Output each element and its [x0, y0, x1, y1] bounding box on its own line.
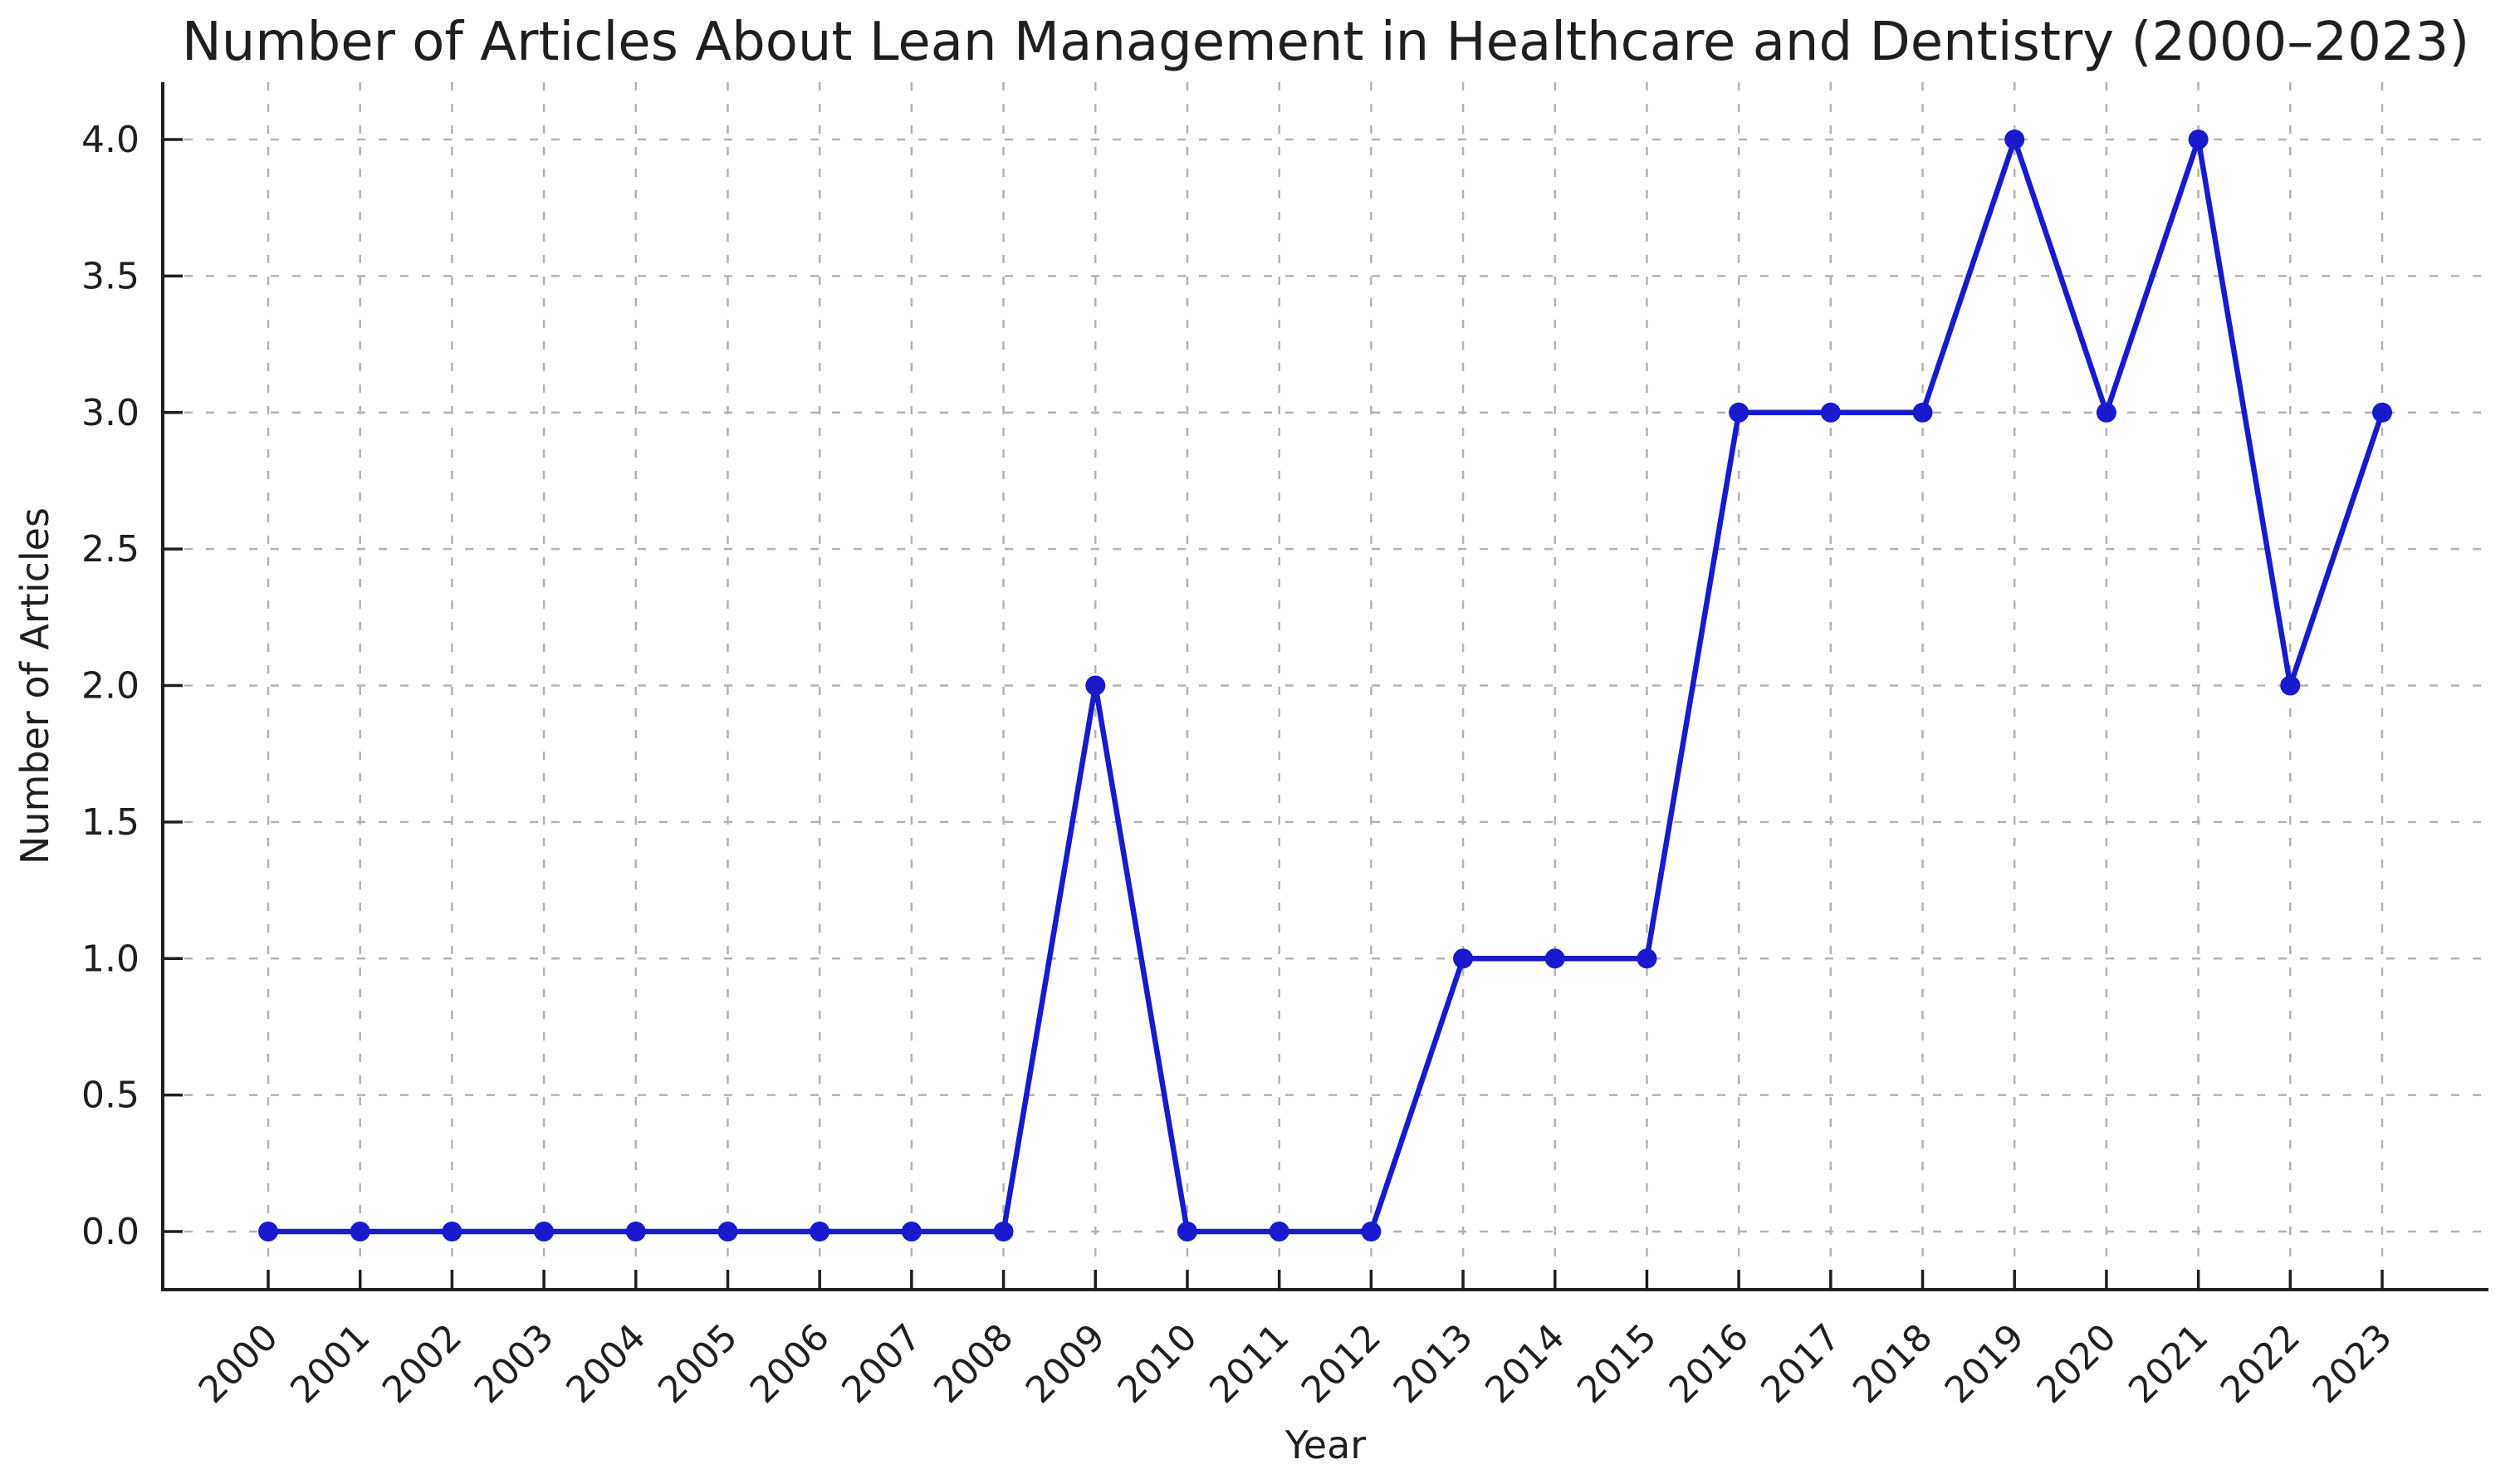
y-tick-label: 1.5 — [81, 801, 139, 844]
x-tick-label: 2002 — [374, 1316, 470, 1412]
grid — [163, 82, 2488, 1290]
data-point — [993, 1222, 1014, 1241]
y-tick-label: 3.0 — [81, 392, 139, 434]
x-tick-label: 2011 — [1201, 1316, 1297, 1412]
data-point — [1637, 948, 1657, 969]
data-point — [1361, 1222, 1382, 1241]
data-point — [1544, 948, 1565, 969]
data-point — [2096, 402, 2116, 423]
x-tick-label: 2020 — [2028, 1316, 2124, 1412]
x-tick-label: 2023 — [2305, 1316, 2400, 1412]
x-tick-label: 2021 — [2121, 1316, 2216, 1412]
x-tick-label: 2005 — [650, 1316, 746, 1412]
data-point — [810, 1222, 830, 1241]
y-tick-label: 2.5 — [81, 528, 139, 571]
x-tick-label: 2004 — [558, 1316, 653, 1412]
data-point — [534, 1222, 555, 1241]
y-tick-label: 0.0 — [81, 1211, 139, 1253]
x-tick-label: 2006 — [742, 1316, 838, 1412]
data-point — [1085, 675, 1106, 696]
x-tick-label: 2007 — [834, 1316, 929, 1412]
data-point — [1912, 402, 1933, 423]
x-tick-label: 2000 — [191, 1316, 286, 1412]
data-point — [2188, 130, 2209, 149]
x-tick-label: 2016 — [1661, 1316, 1757, 1412]
y-tick-label: 1.0 — [81, 938, 139, 980]
y-axis-label: Number of Articles — [12, 507, 57, 864]
tick-marks — [163, 138, 2384, 1290]
data-point — [1820, 402, 1841, 423]
x-tick-label: 2010 — [1109, 1316, 1205, 1412]
y-tick-label: 0.5 — [81, 1075, 139, 1117]
data-point — [2280, 675, 2301, 696]
x-tick-label: 2019 — [1937, 1316, 2033, 1412]
x-tick-label: 2014 — [1477, 1316, 1573, 1412]
y-tick-label: 3.5 — [81, 255, 139, 297]
y-tick-label: 2.0 — [81, 665, 139, 708]
data-point — [2372, 402, 2392, 423]
x-tick-label: 2012 — [1294, 1316, 1389, 1412]
x-axis-label: Year — [1284, 1423, 1366, 1467]
data-point — [1269, 1222, 1289, 1241]
chart-title: Number of Articles About Lean Management… — [182, 12, 2469, 73]
x-tick-label: 2001 — [282, 1316, 378, 1412]
y-tick-labels: 0.0 0.5 1.0 1.5 2.0 2.5 3.0 3.5 4.0 — [81, 119, 139, 1253]
x-tick-labels: 2000200120022003200420052006200720082009… — [191, 1316, 2400, 1412]
data-point — [2004, 130, 2025, 149]
data-point — [1177, 1222, 1197, 1241]
data-point — [1453, 948, 1474, 969]
x-tick-label: 2008 — [926, 1316, 1021, 1412]
y-tick-label: 4.0 — [81, 119, 139, 161]
data-point — [1729, 402, 1749, 423]
data-series — [258, 130, 2392, 1241]
x-tick-label: 2003 — [467, 1316, 562, 1412]
data-point — [901, 1222, 922, 1241]
data-point — [258, 1222, 278, 1241]
data-line — [268, 136, 2385, 1235]
x-tick-label: 2009 — [1018, 1316, 1113, 1412]
x-tick-label: 2017 — [1753, 1316, 1848, 1412]
data-point — [717, 1222, 738, 1241]
x-tick-label: 2018 — [1845, 1316, 1940, 1412]
x-tick-label: 2013 — [1386, 1316, 1481, 1412]
data-point — [625, 1222, 646, 1241]
x-tick-label: 2015 — [1569, 1316, 1665, 1412]
data-point — [350, 1222, 370, 1241]
x-tick-label: 2022 — [2213, 1316, 2308, 1412]
data-point — [442, 1222, 462, 1241]
